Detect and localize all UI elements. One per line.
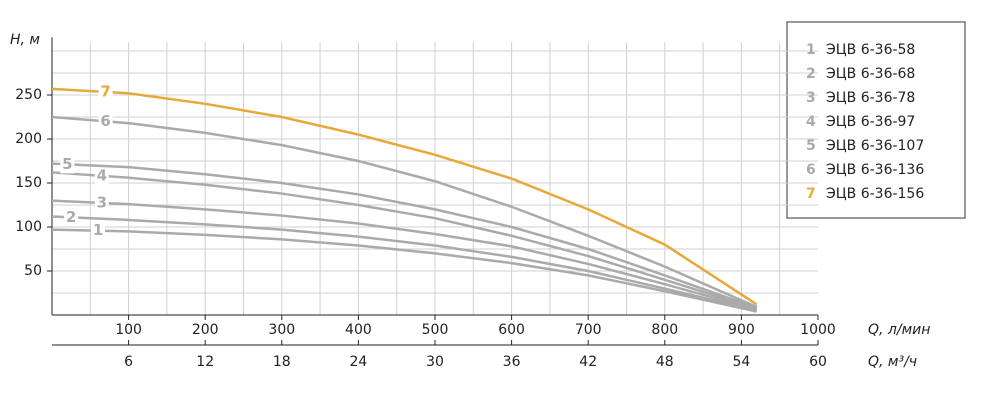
- pump-curve: [51, 215, 758, 312]
- x2-axis-label: Q, м³/ч: [868, 354, 917, 370]
- pump-curve: [51, 162, 758, 310]
- y-tick-label: 50: [24, 263, 42, 279]
- x2-tick-label: 48: [656, 354, 674, 370]
- x2-tick-label: 12: [196, 354, 214, 370]
- y-tick-label: 150: [15, 175, 42, 191]
- x2-tick-label: 36: [503, 354, 521, 370]
- x-tick-label: 700: [575, 322, 602, 338]
- curve-label: 2: [66, 208, 76, 226]
- x-tick-label: 900: [728, 322, 755, 338]
- pump-curve: [51, 228, 757, 313]
- legend-number: 4: [806, 114, 816, 130]
- pump-curve: [51, 87, 758, 306]
- curve-label-bg: [90, 221, 105, 240]
- y-tick-label: 250: [15, 87, 42, 103]
- curve-label-bg: [94, 166, 109, 185]
- legend-number: 5: [806, 138, 816, 154]
- curve-label: 5: [62, 155, 72, 173]
- x-axis-label: Q, л/мин: [868, 322, 930, 338]
- legend-label: ЭЦВ 6-36-136: [826, 162, 924, 178]
- x-tick-label: 300: [268, 322, 295, 338]
- x-tick-label: 800: [651, 322, 678, 338]
- x2-tick-label: 18: [273, 354, 291, 370]
- curve-label-bg: [94, 193, 109, 212]
- curve-label: 1: [93, 221, 103, 239]
- curve-label-bg: [60, 155, 75, 174]
- x2-tick-label: 60: [809, 354, 827, 370]
- legend-number: 3: [806, 90, 816, 106]
- curve-label: 3: [97, 193, 107, 211]
- x-tick-label: 200: [192, 322, 219, 338]
- pump-curve: [51, 115, 758, 309]
- curve-label: 4: [97, 166, 107, 184]
- curve-label-bg: [98, 82, 113, 101]
- x-tick-label: 500: [422, 322, 449, 338]
- curve-label-bg: [98, 112, 113, 131]
- curve-label: 6: [100, 112, 110, 130]
- legend-box: [786, 21, 966, 219]
- x-tick-label: 600: [498, 322, 525, 338]
- pump-curve: [51, 171, 758, 311]
- x2-tick-label: 24: [349, 354, 367, 370]
- pump-curve: [51, 199, 758, 311]
- y-axis-label: H, м: [10, 32, 40, 48]
- legend-number: 7: [806, 186, 816, 202]
- curve-label: 7: [100, 82, 110, 100]
- legend-label: ЭЦВ 6-36-58: [826, 42, 915, 58]
- y-tick-label: 200: [15, 131, 42, 147]
- x2-tick-label: 42: [579, 354, 597, 370]
- legend-label: ЭЦВ 6-36-68: [826, 66, 915, 82]
- x2-tick-label: 30: [426, 354, 444, 370]
- legend-label: ЭЦВ 6-36-78: [826, 90, 915, 106]
- x2-tick-label: 54: [732, 354, 750, 370]
- curve-label-bg: [64, 208, 79, 227]
- legend-label: ЭЦВ 6-36-156: [826, 186, 924, 202]
- x-tick-label: 1000: [800, 322, 836, 338]
- legend-number: 6: [806, 162, 816, 178]
- legend-label: ЭЦВ 6-36-97: [826, 114, 915, 130]
- x-tick-label: 100: [115, 322, 142, 338]
- legend-number: 1: [806, 42, 816, 58]
- legend-label: ЭЦВ 6-36-107: [826, 138, 924, 154]
- x-tick-label: 400: [345, 322, 372, 338]
- y-tick-label: 100: [15, 219, 42, 235]
- x2-tick-label: 6: [124, 354, 133, 370]
- legend-number: 2: [806, 66, 816, 82]
